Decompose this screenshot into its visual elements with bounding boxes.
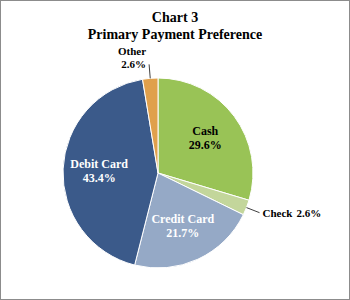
value-label: 2.6% <box>296 207 321 219</box>
category-label: Cash <box>192 124 218 138</box>
data-label: Debit Card43.4% <box>70 157 128 185</box>
value-label: 43.4% <box>83 171 116 185</box>
value-label: 2.6% <box>121 58 146 70</box>
pie-slice <box>143 78 158 173</box>
title: Chart 3 <box>152 10 198 25</box>
pie-slice <box>63 79 158 265</box>
leader-line <box>149 64 150 78</box>
category-label: Credit Card <box>151 212 214 226</box>
data-label: Check2.6% <box>263 207 322 219</box>
chart-border <box>1 1 350 300</box>
data-label: Cash29.6% <box>189 124 222 152</box>
pie <box>63 78 253 268</box>
category-label: Other <box>118 45 146 57</box>
chart: Chart 3 Primary Payment Preference Cash29.… <box>0 0 350 300</box>
data-labels: Cash29.6%Check2.6%Credit Card21.7%Debit … <box>70 45 321 240</box>
leader-line <box>246 208 259 213</box>
subtitle: Primary Payment Preference <box>88 27 262 42</box>
value-label: 29.6% <box>189 138 222 152</box>
data-label: Credit Card21.7% <box>151 212 214 240</box>
value-label: 21.7% <box>166 226 199 240</box>
category-label: Check <box>263 207 294 219</box>
data-label: Other2.6% <box>118 45 146 70</box>
category-label: Debit Card <box>70 157 128 171</box>
